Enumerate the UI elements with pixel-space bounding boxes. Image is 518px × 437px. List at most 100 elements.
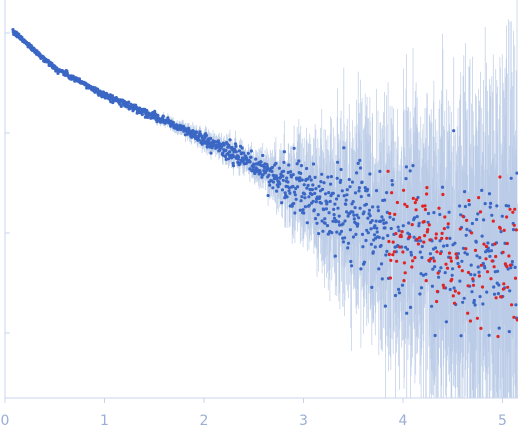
data-point <box>330 231 334 235</box>
outlier-point <box>386 169 390 173</box>
data-point <box>488 254 492 258</box>
data-point <box>351 235 356 239</box>
data-point <box>343 219 347 223</box>
outlier-point <box>482 242 486 246</box>
data-point <box>383 304 387 308</box>
outlier-point <box>499 295 504 299</box>
data-point <box>293 193 297 197</box>
data-point <box>511 228 516 232</box>
data-point <box>271 186 275 190</box>
data-point <box>433 246 438 250</box>
data-point <box>365 228 369 232</box>
data-point <box>415 215 419 219</box>
outlier-point <box>484 244 488 249</box>
data-point <box>314 187 318 191</box>
data-point <box>473 273 477 277</box>
data-point <box>459 213 463 217</box>
outlier-point <box>445 236 449 240</box>
data-point <box>461 300 465 304</box>
outlier-point <box>471 277 475 281</box>
data-point <box>497 326 501 330</box>
data-point <box>426 220 430 224</box>
data-point <box>381 236 385 240</box>
data-point <box>365 187 370 191</box>
data-point <box>216 139 220 143</box>
data-point <box>386 234 390 238</box>
data-point <box>497 283 501 287</box>
outlier-point <box>426 228 430 232</box>
outlier-point <box>466 311 470 315</box>
data-point <box>276 185 280 189</box>
data-point <box>430 304 434 308</box>
data-point <box>430 284 434 288</box>
data-point <box>327 191 331 195</box>
data-point <box>326 175 330 179</box>
data-point <box>470 221 474 226</box>
data-point <box>452 129 456 133</box>
data-point <box>382 221 386 225</box>
data-point <box>322 208 326 212</box>
outlier-point <box>480 285 485 289</box>
data-point <box>303 192 307 196</box>
data-point <box>292 146 296 150</box>
outlier-point <box>507 254 511 258</box>
data-point <box>356 161 360 165</box>
data-point <box>271 180 276 184</box>
outlier-point <box>496 334 500 339</box>
data-point <box>127 100 131 104</box>
data-point <box>234 144 238 148</box>
data-point <box>204 133 208 138</box>
data-point <box>433 265 437 269</box>
data-point <box>428 252 432 256</box>
data-point <box>345 193 349 197</box>
outlier-point <box>441 192 445 197</box>
data-point <box>510 260 514 264</box>
data-point <box>252 163 256 167</box>
data-point <box>356 222 360 226</box>
data-point <box>352 213 356 217</box>
data-point <box>314 200 318 204</box>
data-point <box>319 180 323 184</box>
data-point <box>305 221 309 225</box>
data-point <box>100 95 104 99</box>
data-point <box>380 277 384 281</box>
outlier-point <box>434 236 438 240</box>
data-point <box>383 198 387 202</box>
data-point <box>223 154 227 159</box>
data-point <box>295 162 299 166</box>
outlier-point <box>446 222 450 226</box>
data-point <box>275 176 279 180</box>
data-point <box>397 229 401 233</box>
data-point <box>358 166 363 170</box>
data-point <box>266 193 270 198</box>
outlier-point <box>493 242 497 246</box>
data-point <box>287 163 291 167</box>
data-point <box>140 112 144 117</box>
data-point <box>348 185 352 189</box>
data-point <box>301 208 305 212</box>
data-point <box>274 161 278 165</box>
outlier-point <box>502 228 506 232</box>
data-point <box>316 213 320 217</box>
outlier-point <box>485 270 490 274</box>
data-point <box>480 188 484 192</box>
data-point <box>489 249 493 253</box>
outlier-point <box>492 265 496 269</box>
data-point <box>407 221 411 225</box>
data-point <box>281 178 285 182</box>
data-point <box>286 180 290 184</box>
data-point <box>344 198 348 202</box>
data-point <box>336 160 340 164</box>
data-point <box>412 235 416 239</box>
outlier-point <box>438 251 443 256</box>
data-point <box>275 189 279 193</box>
outlier-point <box>413 201 417 205</box>
data-point <box>419 239 423 243</box>
data-point <box>156 113 160 117</box>
data-point <box>321 229 325 233</box>
data-point <box>324 192 328 196</box>
outlier-point <box>398 245 402 249</box>
data-point <box>401 224 405 228</box>
data-point <box>368 172 372 176</box>
data-point <box>369 242 373 246</box>
